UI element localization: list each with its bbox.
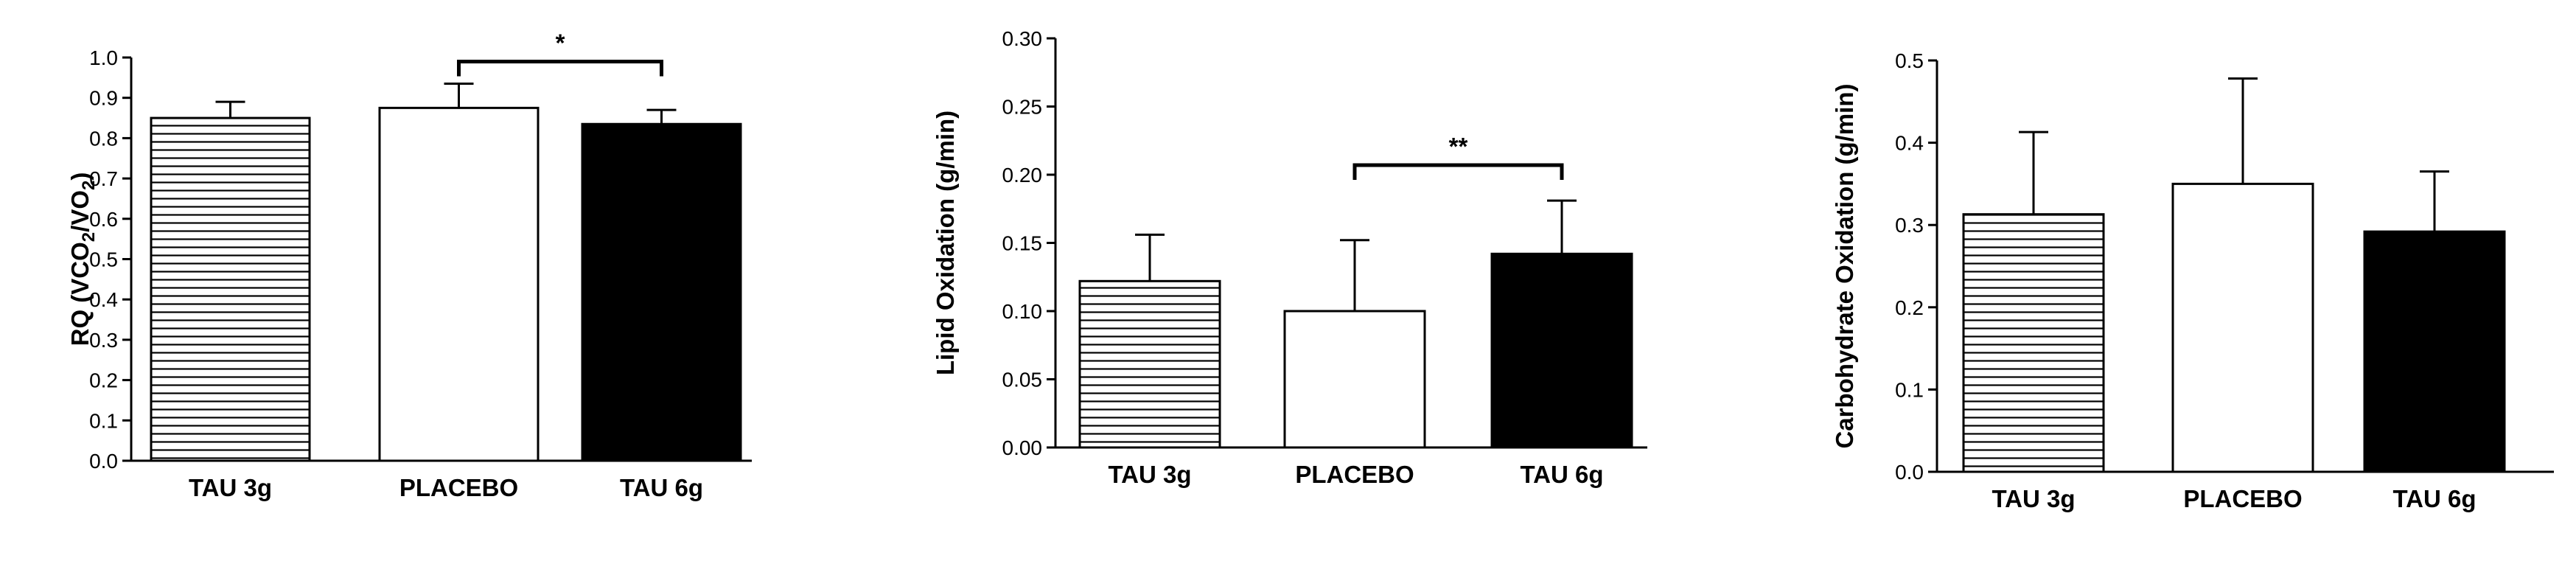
- x-category-label: PLACEBO: [399, 474, 518, 501]
- y-tick-label: 0.5: [1895, 49, 1924, 72]
- x-category-label: TAU 3g: [1992, 485, 2075, 512]
- bar: [1962, 213, 2105, 473]
- bar: [2363, 230, 2506, 473]
- y-tick-label: 0.3: [89, 329, 118, 352]
- y-axis-label: Carbohydrate Oxidation (g/min): [1831, 83, 1858, 448]
- y-tick-label: 0.9: [89, 87, 118, 110]
- y-tick-label: 0.10: [1002, 300, 1043, 323]
- y-tick-label: 0.8: [89, 127, 118, 150]
- bar: [1283, 310, 1426, 449]
- y-tick-label: 0.5: [89, 248, 118, 271]
- x-category-label: TAU 6g: [2392, 485, 2476, 512]
- y-axis-label: Lipid Oxidation (g/min): [932, 111, 959, 375]
- x-category-label: PLACEBO: [1295, 461, 1414, 488]
- significance-bracket: [457, 59, 663, 77]
- bar: [581, 122, 742, 462]
- y-tick-label: 0.15: [1002, 232, 1043, 255]
- y-tick-label: 0.4: [89, 288, 118, 311]
- bar: [1078, 279, 1221, 449]
- y-tick-label: 1.0: [89, 46, 118, 69]
- bar: [2171, 182, 2314, 473]
- chart-panel: 0.0 0.1 0.2 0.3 0.4 0.5 0.6 0.7 0.8 0.9 1.0 TAU 3g P…: [66, 29, 752, 501]
- significance-label: *: [556, 29, 565, 56]
- x-category-label: TAU 3g: [1108, 461, 1191, 488]
- y-tick-label: 0.25: [1002, 96, 1043, 119]
- x-category-label: PLACEBO: [2183, 485, 2302, 512]
- y-tick-label: 0.3: [1895, 214, 1924, 237]
- y-tick-label: 0.00: [1002, 436, 1043, 459]
- y-tick-label: 0.30: [1002, 27, 1043, 50]
- bar: [378, 106, 540, 462]
- chart-panel: 0.00 0.05 0.10 0.15 0.20 0.25 0.30 TAU 3g PLACEB…: [932, 27, 1647, 488]
- chart-panel: 0.0 0.1 0.2 0.3 0.4 0.5 TAU 3g PLACEBO TAU 6g Car…: [1831, 49, 2554, 512]
- bar: [1490, 252, 1633, 449]
- y-tick-label: 0.05: [1002, 369, 1043, 391]
- bar: [150, 116, 311, 462]
- x-category-label: TAU 6g: [620, 474, 703, 501]
- significance-label: **: [1449, 133, 1468, 160]
- y-tick-label: 0.4: [1895, 132, 1924, 155]
- y-tick-label: 0.2: [89, 369, 118, 392]
- y-axis-label: RQ (VCO2/VO2): [66, 173, 99, 346]
- y-tick-label: 0.20: [1002, 164, 1043, 187]
- x-category-label: TAU 3g: [189, 474, 272, 501]
- y-tick-label: 0.1: [1895, 378, 1924, 401]
- y-tick-label: 0.6: [89, 208, 118, 231]
- significance-bracket: [1352, 163, 1564, 181]
- y-tick-label: 0.7: [89, 167, 118, 190]
- y-tick-label: 0.1: [89, 409, 118, 432]
- y-tick-label: 0.0: [1895, 461, 1924, 484]
- x-category-label: TAU 6g: [1520, 461, 1603, 488]
- y-tick-label: 0.2: [1895, 296, 1924, 319]
- charts-root: 0.0 0.1 0.2 0.3 0.4 0.5 0.6 0.7 0.8 0.9 1.0 TAU 3g P…: [66, 27, 2554, 512]
- y-tick-label: 0.0: [89, 450, 118, 473]
